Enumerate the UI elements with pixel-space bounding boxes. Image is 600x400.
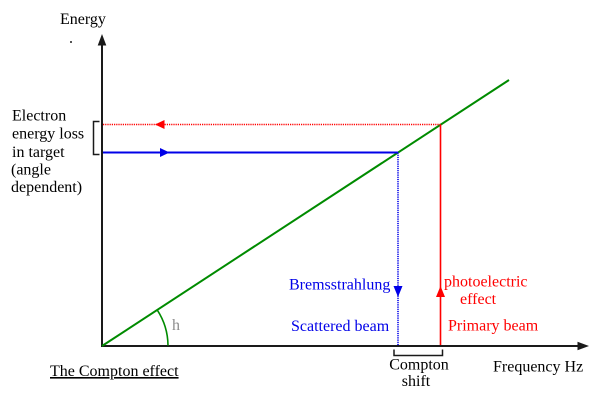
svg-text:effect: effect [460, 291, 497, 308]
svg-text:shift: shift [402, 373, 431, 390]
svg-text:Electron: Electron [12, 108, 66, 125]
svg-text:dependent): dependent) [11, 179, 82, 196]
svg-text:energy loss: energy loss [12, 126, 84, 143]
svg-text:Energy: Energy [60, 11, 106, 28]
svg-text:h: h [172, 317, 180, 334]
svg-text:Primary beam: Primary beam [448, 318, 539, 335]
svg-text:in target: in target [12, 144, 65, 161]
svg-text:Scattered beam: Scattered beam [291, 318, 390, 335]
svg-text:Bremsstrahlung: Bremsstrahlung [289, 277, 390, 294]
svg-text:(angle: (angle [11, 162, 51, 179]
svg-text:Compton: Compton [389, 357, 449, 374]
svg-text:Frequency Hz: Frequency Hz [493, 359, 583, 376]
svg-text:The Compton effect: The Compton effect [50, 363, 179, 380]
svg-text:photoelectric: photoelectric [444, 274, 528, 291]
